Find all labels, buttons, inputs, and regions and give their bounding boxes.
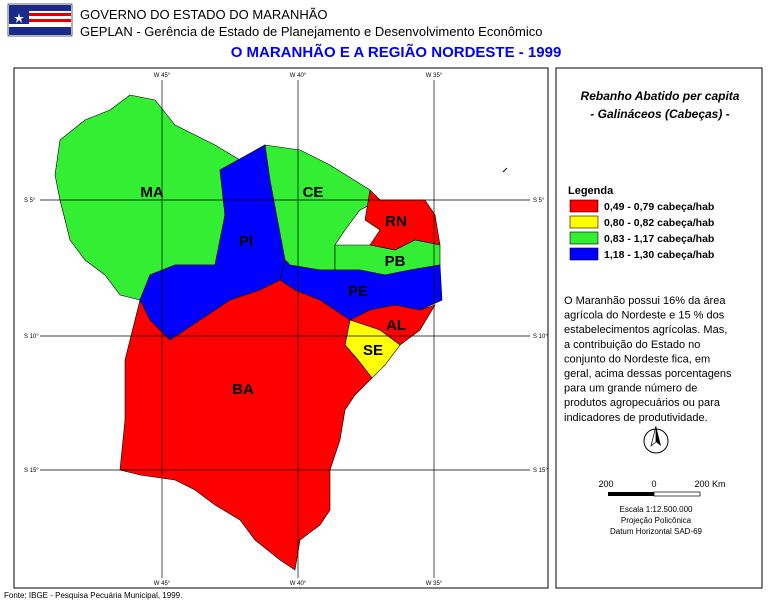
meridian-label: W 40° xyxy=(290,73,307,79)
state-label: MA xyxy=(140,184,163,201)
legend-label: 0,80 - 0,82 cabeça/hab xyxy=(604,217,714,229)
state-label: AL xyxy=(386,317,406,334)
scale-note: Projeção Policônica xyxy=(621,516,692,525)
scale-note: Datum Horizontal SAD-69 xyxy=(610,527,703,536)
meridian-label: W 35° xyxy=(426,581,443,587)
legend-label: 0,83 - 1,17 cabeça/hab xyxy=(604,233,714,245)
legend-label: 0,49 - 0,79 cabeça/hab xyxy=(604,201,714,213)
description-line: a contribuição do Estado no xyxy=(564,339,700,351)
graticule-labels: W 45° W 40° W 35° W 45° W 40° W 35° S 5°… xyxy=(24,73,548,587)
parallel-label: S 10° xyxy=(533,334,548,340)
page-title: O MARANHÃO E A REGIÃO NORDESTE - 1999 xyxy=(231,43,562,61)
scale-label: 200 xyxy=(598,479,613,489)
states xyxy=(54,94,443,571)
state-area xyxy=(119,279,373,571)
north-arrow xyxy=(643,425,669,454)
description: O Maranhão possui 16% da área agrícola do… xyxy=(564,295,732,424)
parallel-label: S 15° xyxy=(24,468,39,474)
parallel-label: S 10° xyxy=(24,334,39,340)
description-line: para um grande número de xyxy=(564,383,697,395)
scale-note: Escala 1:12.500.000 xyxy=(620,505,693,514)
legend-label: 1,18 - 1,30 cabeça/hab xyxy=(604,249,714,261)
parallel-label: S 5° xyxy=(24,198,36,204)
parallel-label: S 5° xyxy=(533,198,545,204)
state-label: PB xyxy=(385,253,406,270)
state-label: CE xyxy=(303,184,324,201)
description-line: indicadores de produtividade. xyxy=(564,412,708,424)
org-name: GOVERNO DO ESTADO DO MARANHÃO xyxy=(80,7,328,22)
panel-title: Rebanho Abatido per capita xyxy=(581,89,740,103)
legend-swatch xyxy=(569,231,599,245)
state-label: PE xyxy=(348,283,368,300)
description-line: conjunto do Nordeste fica, em xyxy=(564,353,710,365)
island xyxy=(502,167,508,173)
legend-heading: Legenda xyxy=(568,185,614,197)
legend: 0,49 - 0,79 cabeça/hab 0,80 - 0,82 cabeça… xyxy=(569,199,714,261)
legend-swatch xyxy=(569,199,599,213)
panel-title: - Galináceos (Cabeças) - xyxy=(590,107,729,121)
description-line: produtos agropecuários ou para xyxy=(564,397,721,409)
scale-bar xyxy=(608,491,701,497)
state-label: PI xyxy=(239,233,253,250)
meridian-label: W 45° xyxy=(154,73,171,79)
legend-swatch xyxy=(569,247,599,261)
graticule xyxy=(40,80,530,578)
source-note: Fonte: IBGE - Pesquisa Pecuária Municipa… xyxy=(4,591,182,600)
scale-label: 200 Km xyxy=(694,479,725,489)
side-panel xyxy=(555,67,763,589)
parallel-label: S 15° xyxy=(533,468,548,474)
state-label: RN xyxy=(385,213,407,230)
state-label: SE xyxy=(363,342,383,359)
meridian-label: W 45° xyxy=(154,581,171,587)
state-labels: MA PI CE RN PB PE AL SE BA xyxy=(140,184,407,398)
dept-name: GEPLAN - Gerência de Estado de Planejame… xyxy=(80,24,542,39)
state-label: BA xyxy=(232,381,254,398)
scale-label: 0 xyxy=(651,479,656,489)
description-line: O Maranhão possui 16% da área xyxy=(564,295,726,307)
description-line: estabelecimentos agrícolas. Mas, xyxy=(564,324,727,336)
description-line: geral, acima dessas porcentagens xyxy=(564,368,732,380)
meridian-label: W 35° xyxy=(426,73,443,79)
description-line: agrícola do Nordeste e 15 % dos xyxy=(564,310,725,322)
legend-swatch xyxy=(569,215,599,229)
meridian-label: W 40° xyxy=(290,581,307,587)
logo xyxy=(7,3,73,37)
